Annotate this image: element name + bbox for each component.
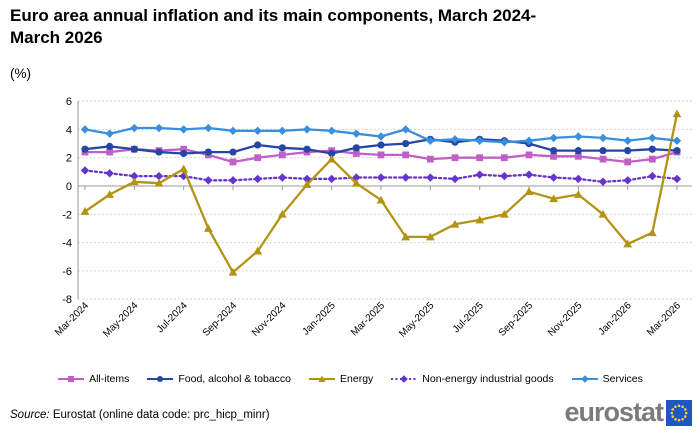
legend-label: Energy [340, 373, 374, 385]
legend-item-non-energy-industrial-goods: Non-energy industrial goods [390, 373, 554, 385]
y-tick-label: 4 [66, 124, 72, 136]
x-tick-label: May-2025 [397, 300, 437, 340]
x-tick-label: Nov-2025 [546, 300, 585, 339]
eurostat-logo-text: eurostat [564, 397, 664, 427]
x-tick-label: Jan-2026 [597, 300, 635, 338]
legend-marker-icon [571, 375, 598, 383]
inflation-line-chart: 6 4 2 0 -2 -4 -6 -8 Mar-2024 May-2024 Jul-2024 Sep-… [0, 90, 700, 352]
source-note: Source: Eurostat (online data code: prc_… [10, 409, 270, 421]
eu-flag-icon [666, 399, 692, 426]
legend-label: Services [602, 373, 643, 385]
legend-marker-icon [391, 375, 418, 383]
series-services [80, 123, 682, 147]
y-tick-label: -2 [62, 209, 72, 221]
x-tick-label: Mar-2025 [349, 300, 387, 338]
x-tick-label: Jul-2024 [155, 300, 190, 335]
legend-marker-icon [147, 376, 174, 382]
x-tick-label: Mar-2026 [645, 300, 683, 338]
legend-item-all-items: All-items [57, 373, 129, 385]
x-tick-label: Nov-2024 [250, 300, 289, 339]
unit-label: (%) [10, 66, 31, 81]
legend-label: Food, alcohol & tobacco [178, 373, 292, 385]
chart-title: Euro area annual inflation and its main … [10, 6, 537, 48]
y-tick-label: -4 [62, 238, 72, 250]
x-tick-label: Mar-2024 [53, 300, 91, 338]
y-tick-label: 0 [66, 181, 72, 193]
x-tick-label: May-2024 [101, 300, 141, 340]
legend-item-food-alcohol-tobacco: Food, alcohol & tobacco [146, 373, 291, 385]
y-tick-label: -8 [62, 294, 72, 306]
x-tick-label: Sep-2025 [497, 300, 536, 339]
eurostat-logo: eurostat [564, 399, 692, 426]
chart-legend: All-items Food, alcohol & tobacco Energy No… [0, 370, 700, 388]
legend-label: Non-energy industrial goods [422, 373, 554, 385]
legend-item-energy: Energy [308, 373, 373, 385]
source-prefix: Source: [10, 409, 50, 421]
series-non-energy-industrial-goods [80, 166, 682, 186]
y-tick-label: 2 [66, 153, 72, 165]
x-tick-label: Sep-2024 [201, 300, 240, 339]
y-tick-label: -6 [62, 266, 72, 278]
series-all-items [81, 145, 681, 166]
y-tick-label: 6 [66, 96, 72, 108]
legend-item-services: Services [571, 373, 643, 385]
series-energy [80, 109, 682, 276]
legend-marker-icon [58, 376, 85, 382]
source-text: Eurostat (online data code: prc_hicp_min… [52, 409, 270, 421]
legend-marker-icon [309, 375, 336, 382]
x-tick-label: Jul-2025 [451, 300, 486, 335]
legend-label: All-items [89, 373, 130, 385]
x-tick-label: Jan-2025 [301, 300, 339, 338]
